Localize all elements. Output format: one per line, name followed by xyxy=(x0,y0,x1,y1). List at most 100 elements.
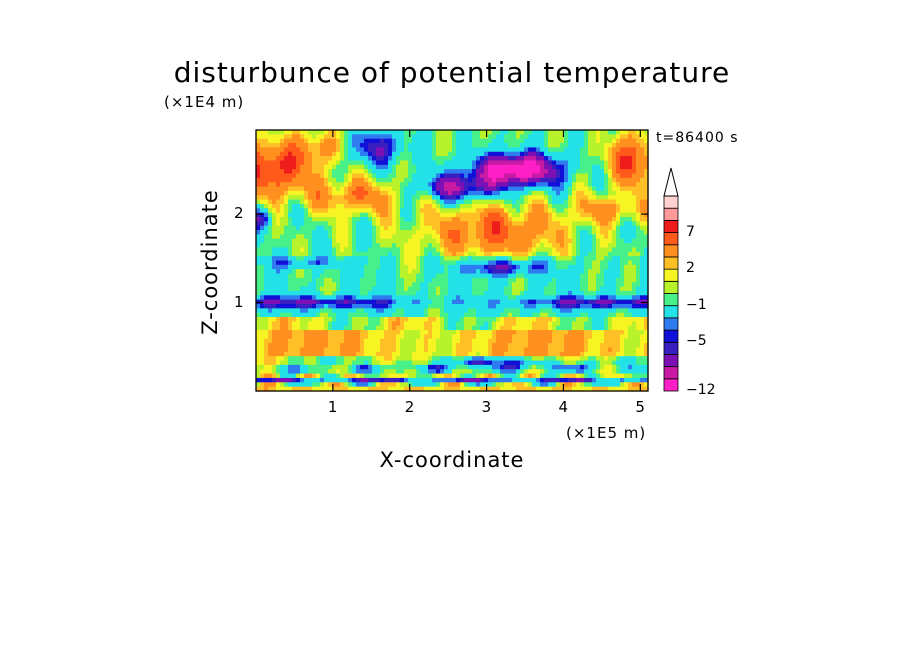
heatmap-cell xyxy=(284,190,289,196)
heatmap-cell xyxy=(432,169,437,175)
heatmap-cell xyxy=(568,256,573,262)
heatmap-cell xyxy=(304,304,309,309)
heatmap-cell xyxy=(508,173,513,179)
heatmap-cell xyxy=(360,308,365,314)
heatmap-cell xyxy=(436,199,441,205)
heatmap-cell xyxy=(356,156,361,162)
heatmap-cell xyxy=(440,312,445,318)
heatmap-cell xyxy=(292,212,297,218)
heatmap-cell xyxy=(592,182,597,188)
heatmap-cell xyxy=(356,282,361,288)
heatmap-cell xyxy=(584,321,589,327)
heatmap-cell xyxy=(484,273,489,279)
heatmap-cell xyxy=(564,195,569,201)
heatmap-cell xyxy=(468,304,473,309)
heatmap-cell xyxy=(356,264,361,270)
heatmap-cell xyxy=(332,243,337,249)
heatmap-cell xyxy=(324,230,329,235)
heatmap-cell xyxy=(260,334,265,340)
heatmap-cell xyxy=(572,260,577,266)
heatmap-cell xyxy=(620,190,625,196)
heatmap-cell xyxy=(640,325,645,331)
heatmap-cell xyxy=(636,299,641,305)
heatmap-cell xyxy=(460,304,465,309)
heatmap-cell xyxy=(372,286,377,292)
heatmap-cell xyxy=(508,230,513,235)
heatmap-cell xyxy=(352,130,357,135)
heatmap-cell xyxy=(624,230,629,235)
heatmap-cell xyxy=(480,343,485,349)
heatmap-cell xyxy=(632,282,637,288)
heatmap-cell xyxy=(396,186,401,192)
heatmap-cell xyxy=(388,199,393,205)
heatmap-cell xyxy=(256,343,261,349)
heatmap-cell xyxy=(632,304,637,309)
heatmap-cell xyxy=(520,295,525,301)
heatmap-cell xyxy=(288,217,293,222)
heatmap-cell xyxy=(372,203,377,209)
heatmap-cell xyxy=(364,273,369,279)
heatmap-cell xyxy=(352,143,357,148)
heatmap-cell xyxy=(356,312,361,318)
heatmap-cell xyxy=(436,177,441,183)
heatmap-cell xyxy=(612,251,617,257)
heatmap-cell xyxy=(316,334,321,340)
heatmap-cell xyxy=(540,260,545,266)
heatmap-cell xyxy=(544,160,549,166)
heatmap-cell xyxy=(416,151,421,157)
heatmap-cell xyxy=(408,321,413,327)
heatmap-cell xyxy=(588,212,593,218)
heatmap-cell xyxy=(496,251,501,257)
heatmap-cell xyxy=(560,230,565,235)
heatmap-cell xyxy=(288,182,293,188)
heatmap-cell xyxy=(336,260,341,266)
heatmap-cell xyxy=(392,347,397,353)
heatmap-cell xyxy=(596,269,601,275)
heatmap-cell xyxy=(432,243,437,249)
heatmap-cell xyxy=(388,264,393,270)
heatmap-cell xyxy=(472,217,477,222)
heatmap-cell xyxy=(596,334,601,340)
heatmap-cell xyxy=(476,160,481,166)
heatmap-cell xyxy=(540,190,545,196)
heatmap-cell xyxy=(460,143,465,148)
heatmap-cell xyxy=(312,186,317,192)
heatmap-cell xyxy=(256,160,261,166)
heatmap-cell xyxy=(464,134,469,140)
heatmap-cell xyxy=(536,186,541,192)
heatmap-cell xyxy=(640,256,645,262)
heatmap-cell xyxy=(320,169,325,175)
heatmap-cell xyxy=(540,256,545,262)
heatmap-cell xyxy=(452,299,457,305)
heatmap-cell xyxy=(592,234,597,240)
heatmap-cell xyxy=(532,243,537,249)
heatmap-cell xyxy=(408,177,413,183)
heatmap-cell xyxy=(612,330,617,336)
heatmap-cell xyxy=(484,334,489,340)
heatmap-cell xyxy=(376,199,381,205)
heatmap-cell xyxy=(304,295,309,301)
heatmap-cell xyxy=(408,199,413,205)
heatmap-cell xyxy=(544,277,549,283)
heatmap-cell xyxy=(412,164,417,170)
heatmap-cell xyxy=(404,299,409,305)
heatmap-cell xyxy=(552,312,557,318)
heatmap-cell xyxy=(420,286,425,292)
heatmap-cell xyxy=(344,173,349,179)
heatmap-cell xyxy=(520,338,525,344)
heatmap-cell xyxy=(456,151,461,157)
heatmap-cell xyxy=(544,147,549,153)
heatmap-cell xyxy=(596,138,601,144)
heatmap-cell xyxy=(304,147,309,153)
heatmap-cell xyxy=(324,221,329,227)
heatmap-cell xyxy=(416,230,421,235)
heatmap-cell xyxy=(472,190,477,196)
heatmap-cell xyxy=(536,273,541,279)
heatmap-cell xyxy=(624,334,629,340)
heatmap-cell xyxy=(300,295,305,301)
heatmap-cell xyxy=(344,317,349,322)
heatmap-cell xyxy=(616,269,621,275)
heatmap-cell xyxy=(276,199,281,205)
heatmap-cell xyxy=(304,164,309,170)
heatmap-cell xyxy=(512,247,517,253)
